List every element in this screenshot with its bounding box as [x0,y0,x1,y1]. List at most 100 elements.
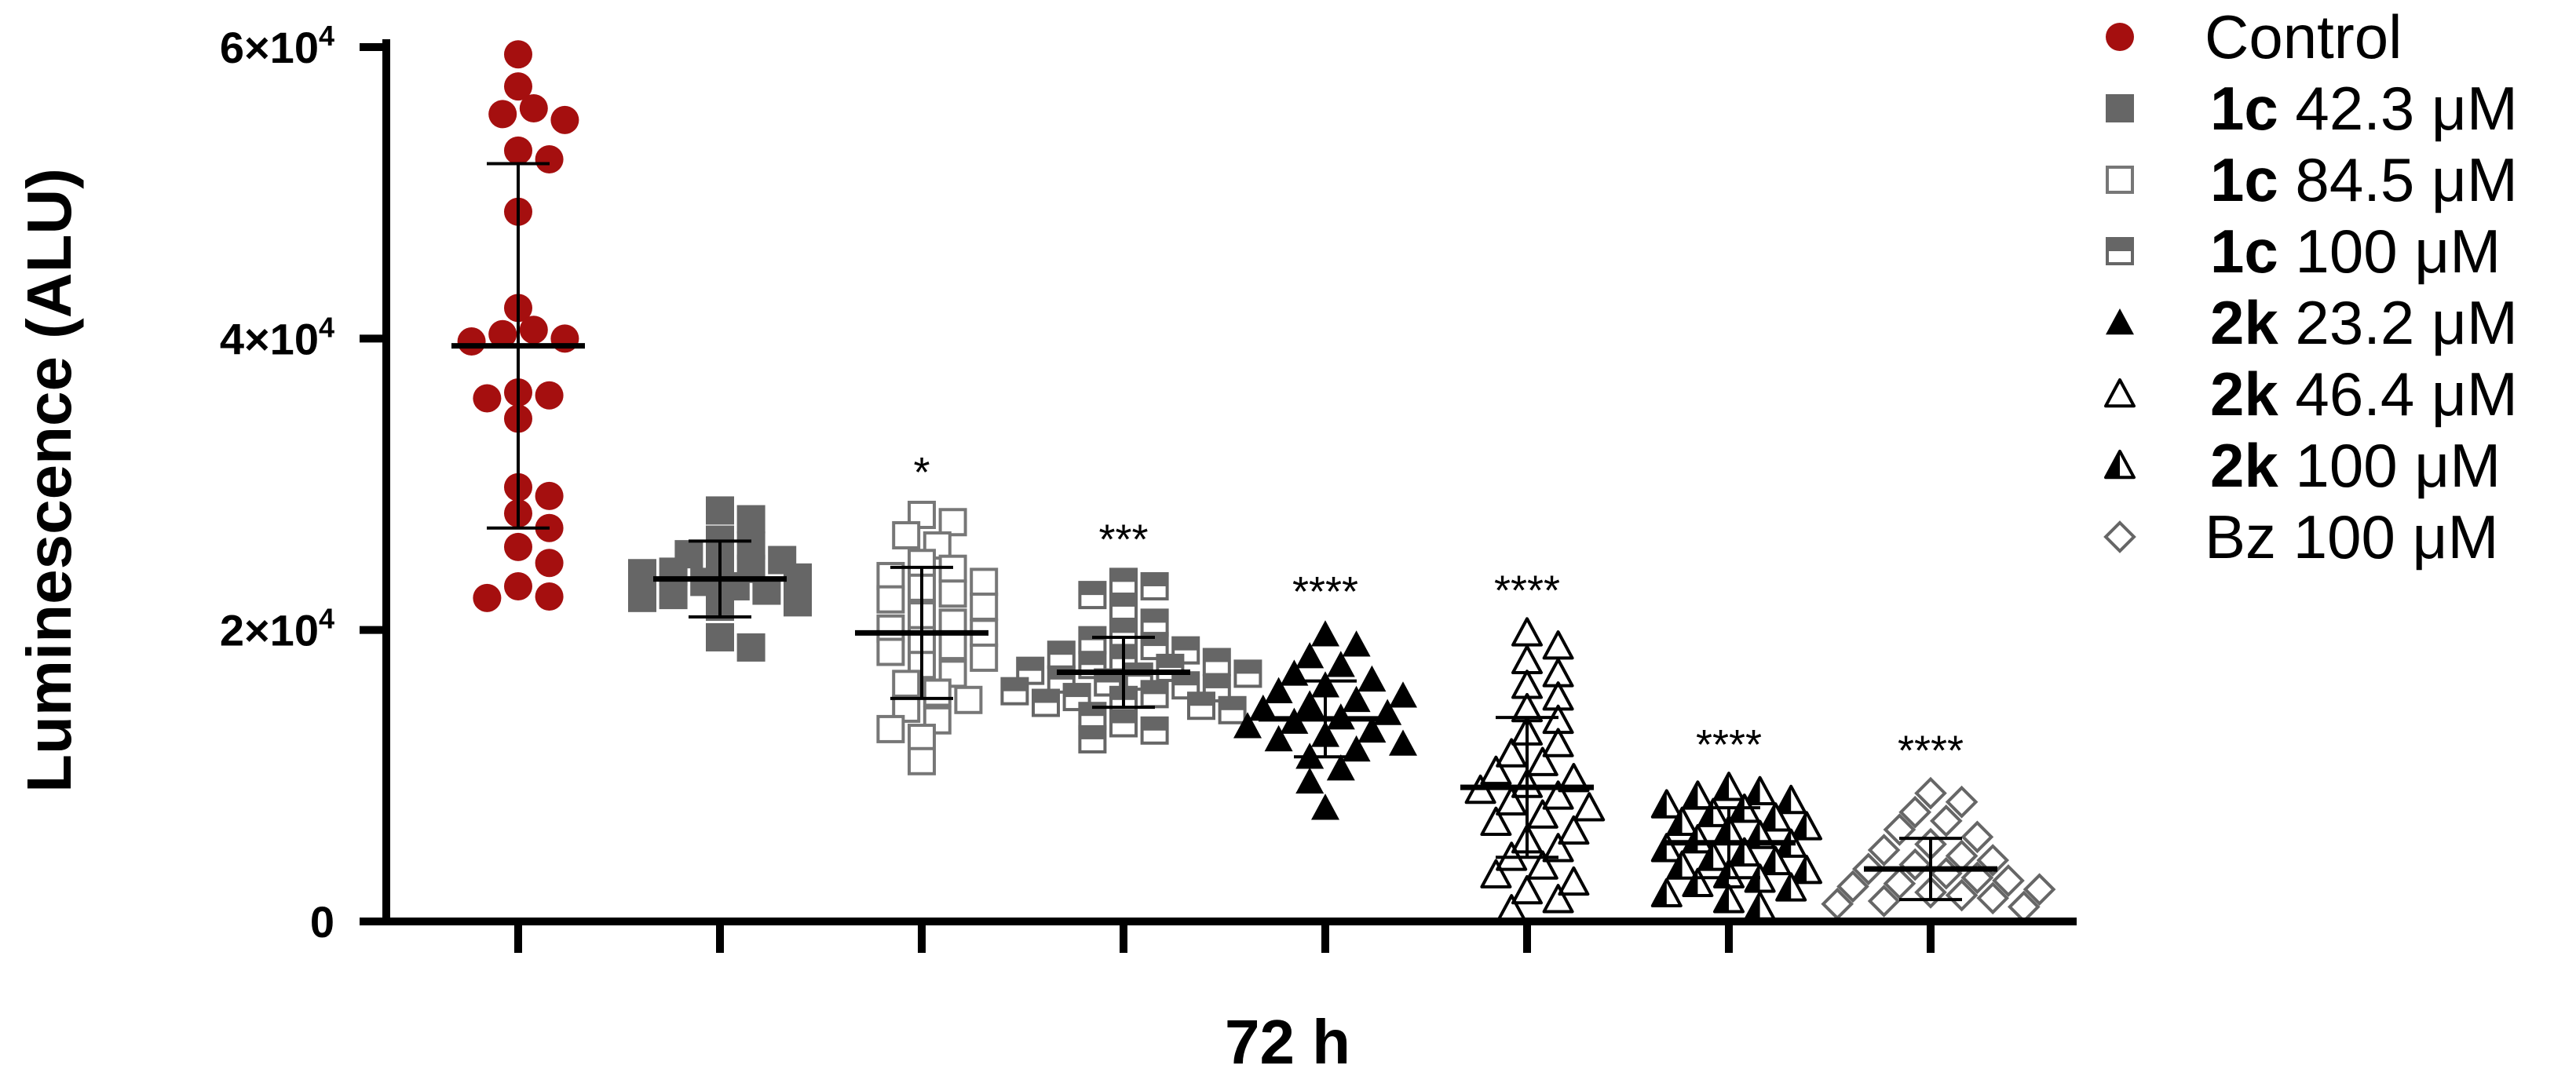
plot-area: ******** ******** **** [451,40,2056,924]
data-point [938,632,967,661]
data-point [1960,820,1994,854]
data-point [1511,875,1543,905]
data-point [1883,813,1916,846]
legend-marker [2106,237,2134,265]
data-point [1542,833,1574,863]
data-point [1697,841,1730,871]
data-point [1078,626,1107,655]
data-point [1713,884,1745,914]
data-point [706,622,734,651]
data-point [1326,651,1355,677]
data-point [1898,848,1932,881]
data-point [1759,845,1792,876]
data-point [535,582,564,611]
series-group: **** [1821,728,2056,924]
data-point [876,614,905,643]
series-group: **** [1233,568,1417,820]
data-point [1573,792,1606,822]
x-ticks [514,921,1935,953]
data-point [736,633,765,662]
data-point [1342,735,1371,762]
data-point [1140,571,1169,600]
data-point [628,559,656,588]
data-point [1389,681,1417,708]
data-point [1496,738,1528,768]
data-point [1945,785,1979,819]
y-tick-label: 0 [310,897,334,947]
data-point [908,746,936,775]
legend-marker [2104,378,2136,408]
legend-item: 1c 100 μM [2106,217,2501,286]
data-point [1666,850,1698,880]
data-point [1682,780,1714,810]
data-point [1140,608,1169,637]
data-point [1542,780,1574,810]
data-point [1264,677,1293,703]
data-point [1775,872,1807,902]
data-point [1140,680,1169,709]
data-point [1218,695,1247,724]
data-point [1914,776,1947,810]
data-point [1326,754,1355,781]
data-point [908,724,936,753]
significance-label: **** [1292,568,1358,615]
data-point [690,567,719,597]
data-point [784,563,812,592]
data-point [1511,617,1543,647]
data-point [736,505,765,534]
x-axis-title: 72 h [1225,1007,1350,1077]
legend-item: Control [2106,2,2402,71]
data-point [1311,620,1339,647]
data-point [1867,834,1901,867]
data-point [1047,640,1076,670]
legend-label: 1c 42.3 μM [2210,74,2518,143]
data-point [706,496,734,525]
data-point [519,93,548,122]
data-point [1480,806,1512,837]
data-point [1976,881,2010,915]
data-point [504,136,532,165]
data-point [1171,671,1200,700]
data-point [1109,592,1138,621]
data-point [457,327,486,356]
legend-label: 2k 46.4 μM [2210,359,2518,429]
data-point [923,678,952,707]
legend-item: 2k 46.4 μM [2104,359,2518,429]
data-point [2022,873,2056,906]
data-point [1744,891,1776,921]
data-point [488,319,517,348]
y-tick-label: 6×104 [220,20,334,72]
data-point [1280,659,1309,686]
data-point [1898,795,1932,829]
significance-label: * [913,449,930,496]
data-point [1109,618,1138,648]
data-point [892,670,921,699]
data-point [535,549,564,578]
data-point [1389,729,1417,756]
data-point [1791,811,1822,841]
legend-marker [2106,166,2134,194]
series-group: **** [1460,567,1606,924]
data-point [876,585,905,614]
data-point [659,581,688,610]
data-point [1248,694,1277,721]
legend-label: Control [2205,2,2402,71]
data-point [1526,799,1558,829]
data-point [1558,866,1590,896]
y-axis-title: Luminescence (ALU) [14,168,84,793]
data-point [1682,867,1714,898]
data-point [1264,724,1293,752]
data-point [504,532,532,561]
data-point [1883,867,1916,900]
data-point [1851,852,1885,885]
data-point [1000,677,1029,706]
legend-item: 1c 42.3 μM [2106,74,2518,143]
series-group: **** [1650,721,1822,921]
legend-label: 1c 84.5 μM [2210,145,2518,214]
data-point [1867,885,1901,918]
data-point [1109,709,1138,738]
data-point [970,643,999,672]
data-point [1992,864,2025,897]
y-ticks: 0 2×104 4×104 6×104 [220,20,386,947]
